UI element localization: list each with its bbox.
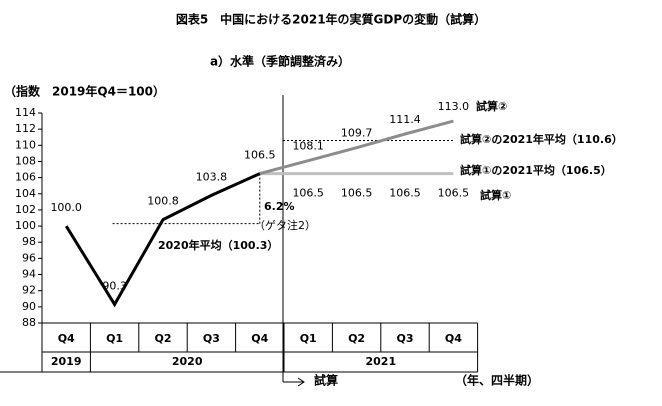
- chart-subtitle: a）水準（季節調整済み）: [210, 54, 350, 69]
- x-group-label: 2019: [51, 355, 82, 368]
- annotation: 試算①の2021平均（106.5）: [460, 163, 612, 177]
- data-label: 106.5: [292, 187, 324, 200]
- x-tick-label: Q3: [396, 332, 413, 345]
- x-group-label: 2020: [172, 355, 203, 368]
- data-label: 90.3: [102, 279, 127, 292]
- x-axis-label: （年、四半期）: [455, 373, 539, 388]
- y-tick-label: 90: [22, 300, 36, 313]
- y-tick-label: 114: [15, 106, 36, 119]
- y-tick-label: 112: [15, 122, 36, 135]
- x-tick-label: Q2: [348, 332, 365, 345]
- data-label: 108.1: [292, 140, 324, 153]
- x-tick-label: Q1: [300, 332, 317, 345]
- y-axis-label: （指数 2019年Q4＝100）: [4, 84, 165, 99]
- y-tick-label: 108: [15, 154, 36, 167]
- y-tick-label: 92: [22, 284, 36, 297]
- y-tick-label: 106: [15, 171, 36, 184]
- data-label: 106.5: [438, 187, 470, 200]
- series-line: [259, 119, 454, 176]
- data-label: 113.0: [438, 100, 470, 113]
- forecast-arrow-head: [297, 377, 305, 387]
- y-tick-label: 100: [15, 219, 36, 232]
- y-tick-label: 98: [22, 235, 36, 248]
- chart-title: 図表5 中国における2021年の実質GDPの変動（試算）: [176, 12, 486, 27]
- data-label: 100.0: [50, 201, 82, 214]
- data-label: 106.5: [341, 187, 373, 200]
- y-tick-label: 110: [15, 138, 36, 151]
- data-label: 103.8: [196, 170, 228, 183]
- series-label: 試算②: [476, 99, 507, 113]
- annotation: （ゲタ注2）: [254, 218, 316, 232]
- x-tick-label: Q4: [58, 332, 75, 345]
- data-label: 106.5: [389, 187, 421, 200]
- data-label: 109.7: [341, 127, 373, 140]
- annotation: 試算②の2021年平均（110.6）: [460, 132, 623, 146]
- data-label: 100.8: [147, 195, 179, 208]
- y-tick-label: 88: [22, 316, 36, 329]
- x-group-label: 2021: [365, 355, 396, 368]
- x-tick-label: Q3: [203, 332, 220, 345]
- y-tick-label: 94: [22, 268, 36, 281]
- annotation: 2020年平均（100.3）: [158, 238, 278, 252]
- series-line: [64, 172, 261, 308]
- x-tick-label: Q2: [154, 332, 171, 345]
- y-tick-label: 102: [15, 203, 36, 216]
- x-tick-label: Q4: [445, 332, 462, 345]
- y-tick-label: 104: [15, 187, 36, 200]
- data-label: 111.4: [389, 113, 421, 126]
- x-tick-label: Q4: [251, 332, 268, 345]
- annotation: 6.2%: [264, 200, 295, 213]
- series-label: 試算①: [480, 188, 511, 202]
- y-tick-label: 96: [22, 251, 36, 264]
- forecast-label: 試算: [314, 373, 338, 388]
- x-tick-label: Q1: [106, 332, 123, 345]
- data-label: 106.5: [244, 149, 276, 162]
